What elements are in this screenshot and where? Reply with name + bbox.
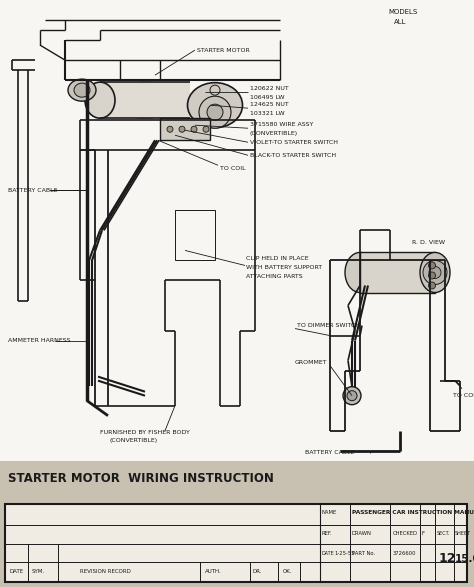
Text: OK.: OK. [283, 569, 292, 575]
Text: BLACK-TO STARTER SWITCH: BLACK-TO STARTER SWITCH [250, 153, 336, 158]
Bar [5, 504, 467, 582]
Text: 15.00: 15.00 [455, 554, 474, 564]
Bar [175, 210, 215, 261]
Text: VIOLET-TO STARTER SWITCH: VIOLET-TO STARTER SWITCH [250, 140, 338, 145]
Text: PART No.: PART No. [352, 551, 375, 556]
Text: 120622 NUT: 120622 NUT [250, 86, 289, 90]
Text: STARTER MOTOR: STARTER MOTOR [197, 48, 250, 53]
Text: (CONVERTIBLE): (CONVERTIBLE) [110, 438, 158, 443]
Text: 3726600: 3726600 [393, 551, 417, 556]
Text: AUTH.: AUTH. [205, 569, 222, 575]
Circle shape [179, 126, 185, 132]
Ellipse shape [74, 83, 90, 97]
Circle shape [423, 261, 447, 285]
Ellipse shape [420, 252, 450, 292]
Circle shape [191, 126, 197, 132]
Circle shape [347, 391, 357, 401]
Bar [360, 252, 435, 292]
Text: 12: 12 [439, 552, 456, 565]
Text: BATTERY CABLE: BATTERY CABLE [305, 450, 355, 456]
Text: REVISION RECORD: REVISION RECORD [80, 569, 131, 575]
Bar [5, 504, 467, 582]
Text: CLIP HELD IN PLACE: CLIP HELD IN PLACE [246, 256, 309, 261]
Text: CHECKED: CHECKED [393, 531, 418, 537]
Text: F: F [422, 531, 425, 537]
Text: (CONVERTIBLE): (CONVERTIBLE) [250, 131, 298, 136]
Text: BATTERY CABLE: BATTERY CABLE [8, 188, 57, 193]
Text: 3715580 WIRE ASSY: 3715580 WIRE ASSY [250, 122, 313, 127]
Text: PASSENGER CAR INSTRUCTION MANUAL: PASSENGER CAR INSTRUCTION MANUAL [352, 510, 474, 515]
Ellipse shape [188, 83, 243, 128]
Ellipse shape [100, 83, 190, 118]
Text: 106495 LW: 106495 LW [250, 95, 284, 100]
Text: WITH BATTERY SUPPORT: WITH BATTERY SUPPORT [246, 265, 322, 270]
Text: 124625 NUT: 124625 NUT [250, 102, 289, 107]
Bar [160, 118, 210, 140]
Text: DR.: DR. [253, 569, 263, 575]
Text: ALL: ALL [394, 19, 407, 25]
Text: DATE: DATE [10, 569, 24, 575]
Text: TO COIL: TO COIL [220, 166, 246, 171]
Circle shape [428, 262, 436, 269]
Circle shape [207, 104, 223, 120]
Text: FURNISHED BY FISHER BODY: FURNISHED BY FISHER BODY [100, 430, 190, 435]
Bar [355, 261, 440, 285]
Text: SECT.: SECT. [437, 531, 450, 537]
Text: NAME: NAME [322, 510, 337, 515]
Text: R. D. VIEW: R. D. VIEW [412, 240, 445, 245]
Text: TO DIMMER SWITCH: TO DIMMER SWITCH [297, 323, 360, 328]
Text: AMMETER HARNESS: AMMETER HARNESS [8, 338, 71, 343]
Text: DATE: DATE [322, 551, 335, 556]
Bar [100, 82, 190, 118]
Text: MODELS: MODELS [388, 9, 417, 15]
Text: 1-25-55: 1-25-55 [334, 551, 355, 556]
Text: SHEET: SHEET [455, 531, 471, 537]
Circle shape [167, 126, 173, 132]
Ellipse shape [345, 252, 375, 292]
Text: REF.: REF. [322, 531, 333, 537]
Circle shape [428, 272, 436, 279]
Circle shape [429, 266, 441, 278]
Circle shape [343, 387, 361, 404]
Text: STARTER MOTOR  WIRING INSTRUCTION: STARTER MOTOR WIRING INSTRUCTION [8, 472, 274, 485]
Text: ATTACHING PARTS: ATTACHING PARTS [246, 274, 302, 279]
Text: SYM.: SYM. [32, 569, 45, 575]
Ellipse shape [85, 82, 115, 118]
Text: 103321 LW: 103321 LW [250, 111, 284, 116]
Circle shape [203, 126, 209, 132]
Text: DRAWN: DRAWN [352, 531, 372, 537]
Text: GROMMET: GROMMET [295, 360, 328, 365]
Text: TO COIL: TO COIL [453, 393, 474, 398]
Circle shape [199, 96, 231, 128]
Circle shape [428, 282, 436, 289]
Ellipse shape [68, 79, 96, 101]
